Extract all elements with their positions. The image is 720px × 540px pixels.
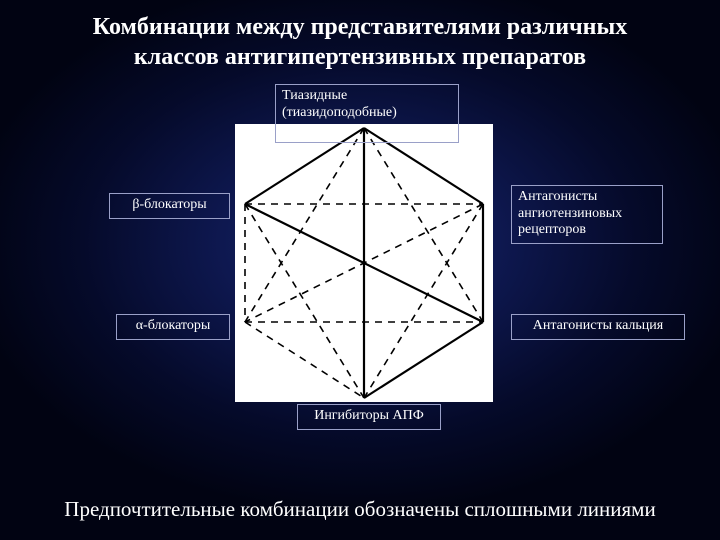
node-label-alpha-line0: α-блокаторы [136,318,211,333]
title-line-2: классов антигипертензивных препаратов [134,44,586,70]
node-label-beta: β-блокаторы [109,193,230,219]
node-label-thiazide-line0: Тиазидные [282,88,347,103]
footer-note: Предпочтительные комбинации обозначены с… [0,497,720,522]
node-label-ca-line0: Антагонисты кальция [533,318,663,333]
node-label-arb-line2: рецепторов [518,222,586,237]
node-label-thiazide: Тиазидные (тиазидоподобные)диуретики [275,84,459,143]
footer-text: Предпочтительные комбинации обозначены с… [64,497,655,521]
node-label-ace-line0: Ингибиторы АПФ [314,408,424,423]
node-label-arb: Антагонисты ангиотензиновыхрецепторов [511,185,663,244]
edge-alpha-ace [245,322,364,398]
node-label-thiazide-line1: (тиазидоподобные) [282,105,397,120]
node-label-arb-line0: Антагонисты [518,189,597,204]
edge-ca-ace [364,322,483,398]
page-title: Комбинации между представителями различн… [0,0,720,72]
node-label-thiazide-line2: диуретики [282,121,345,136]
node-label-ca: Антагонисты кальция [511,314,685,340]
title-line-1: Комбинации между представителями различн… [93,14,627,40]
node-label-beta-line0: β-блокаторы [132,197,206,212]
combination-diagram: Тиазидные (тиазидоподобные)диуретики β-бло… [0,88,720,488]
node-label-alpha: α-блокаторы [116,314,230,340]
node-label-arb-line1: ангиотензиновых [518,206,622,221]
slide-root: Комбинации между представителями различн… [0,0,720,540]
node-label-ace: Ингибиторы АПФ [297,404,441,430]
